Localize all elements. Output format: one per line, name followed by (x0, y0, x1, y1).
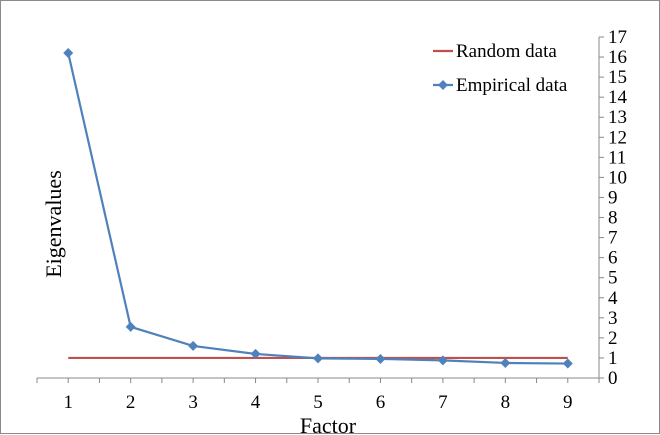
y-tick-label: 10 (608, 167, 627, 188)
y-tick-label: 5 (608, 268, 618, 289)
y-tick-label: 16 (608, 47, 627, 68)
y-tick-label: 3 (608, 308, 618, 329)
y-tick-label: 2 (608, 328, 618, 349)
data-point (437, 355, 448, 366)
x-axis-title: Factor (300, 413, 357, 435)
legend-label: Random data (456, 41, 557, 62)
x-tick-label: 4 (251, 392, 261, 413)
y-tick-label: 17 (608, 27, 627, 48)
y-axis-title: Eigenvalues (41, 170, 66, 278)
x-tick-label: 8 (501, 392, 511, 413)
x-tick-label: 6 (376, 392, 386, 413)
data-point (375, 353, 386, 364)
y-tick-label: 1 (608, 348, 618, 369)
series-layer (63, 48, 573, 369)
data-point (188, 340, 199, 351)
data-point (313, 353, 323, 364)
x-tick-label: 7 (438, 392, 448, 413)
x-tick-label: 3 (188, 392, 198, 413)
y-tick-label: 9 (608, 187, 618, 208)
y-tick-label: 4 (608, 288, 618, 309)
y-tick-label: 6 (608, 248, 618, 269)
x-tick-label: 9 (563, 392, 573, 413)
data-point (63, 48, 74, 59)
series-line-empirical-data (67, 52, 568, 365)
legend: Random data Empirical data (433, 41, 568, 96)
y-tick-label: 8 (608, 208, 618, 229)
data-point (500, 357, 511, 368)
y-tick-label: 7 (608, 228, 618, 249)
x-tick-label: 5 (313, 392, 323, 413)
y-tick-label: 0 (608, 368, 618, 389)
y-tick-label: 15 (608, 67, 627, 88)
data-point (250, 348, 261, 359)
data-point (562, 358, 573, 369)
y-tick-label: 11 (608, 147, 626, 168)
x-tick-label: 2 (126, 392, 136, 413)
x-tick-label: 1 (63, 392, 73, 413)
y-tick-label: 14 (608, 87, 628, 108)
y-tick-label: 13 (608, 107, 627, 128)
y-tick-label: 12 (608, 127, 627, 148)
data-point (125, 321, 136, 332)
legend-marker (438, 80, 448, 90)
legend-label: Empirical data (456, 75, 568, 96)
